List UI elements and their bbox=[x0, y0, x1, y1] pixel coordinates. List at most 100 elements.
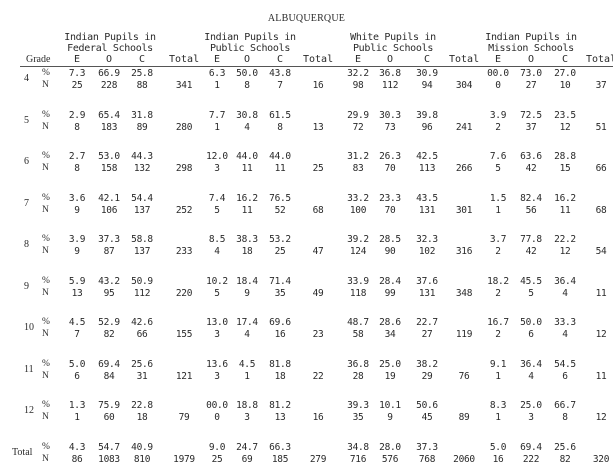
count-cell: 4 bbox=[562, 287, 568, 299]
count-cell: 60 bbox=[103, 412, 115, 423]
count-cell: 183 bbox=[100, 121, 118, 133]
grade-label: 8 bbox=[24, 239, 29, 250]
percent-cell: 30.8 bbox=[236, 109, 258, 121]
percent-label: % bbox=[42, 68, 50, 78]
percent-cell: 39.8 bbox=[416, 109, 438, 121]
percent-cell: 40.9 bbox=[131, 441, 153, 453]
total-cell: 341 bbox=[175, 80, 193, 91]
percent-cell: 18.4 bbox=[236, 275, 258, 287]
percent-label: % bbox=[42, 192, 50, 203]
total-cell: 316 bbox=[455, 246, 473, 257]
count-cell: 5 bbox=[495, 163, 501, 174]
total-cell: 233 bbox=[175, 246, 193, 257]
total-cell: 12 bbox=[595, 412, 607, 423]
percent-cell: 7.7 bbox=[208, 109, 226, 121]
percent-cell: 50.9 bbox=[131, 275, 153, 287]
group-header: White Pupils in Public Schools bbox=[333, 32, 453, 54]
percent-cell: 25.0 bbox=[379, 358, 401, 370]
count-cell: 13 bbox=[71, 287, 83, 299]
count-cell: 100 bbox=[349, 204, 367, 216]
count-cell: 576 bbox=[381, 453, 399, 465]
percent-cell: 54.4 bbox=[131, 192, 153, 204]
percent-cell: 72.5 bbox=[520, 109, 542, 121]
percent-cell: 65.4 bbox=[98, 109, 120, 121]
group-header: Indian Pupils in Federal Schools bbox=[50, 32, 170, 54]
count-cell: 70 bbox=[384, 163, 396, 174]
count-cell: 13 bbox=[274, 412, 286, 423]
grade-label: 10 bbox=[24, 322, 34, 333]
percent-cell: 31.2 bbox=[347, 151, 369, 162]
count-cell: 1 bbox=[495, 412, 501, 423]
percent-cell: 18.2 bbox=[487, 275, 509, 287]
percent-cell: 23.3 bbox=[379, 192, 401, 204]
count-cell: 73 bbox=[384, 121, 396, 133]
percent-cell: 28.8 bbox=[554, 151, 576, 162]
total-cell: 301 bbox=[455, 204, 473, 216]
percent-cell: 23.5 bbox=[554, 109, 576, 121]
count-cell: 29 bbox=[421, 370, 433, 382]
count-cell: 810 bbox=[133, 453, 151, 465]
count-cell: 112 bbox=[133, 287, 151, 299]
count-cell: 4 bbox=[244, 329, 250, 340]
count-cell: 84 bbox=[103, 370, 115, 382]
count-cell: 9 bbox=[244, 287, 250, 299]
count-cell: 3 bbox=[528, 412, 534, 423]
group-header-line1: White Pupils in bbox=[350, 32, 436, 43]
total-cell: 25 bbox=[312, 163, 324, 174]
count-cell: 11 bbox=[241, 204, 253, 216]
count-cell: 9 bbox=[74, 246, 80, 257]
count-label: N bbox=[42, 370, 49, 381]
percent-cell: 58.8 bbox=[131, 234, 153, 245]
count-cell: 3 bbox=[214, 370, 220, 382]
count-label: N bbox=[42, 121, 49, 132]
percent-cell: 7.4 bbox=[208, 192, 226, 204]
total-cell: 266 bbox=[455, 163, 473, 174]
grade-label: 4 bbox=[24, 73, 29, 84]
count-cell: 89 bbox=[136, 121, 148, 133]
count-cell: 8 bbox=[277, 121, 283, 133]
total-cell: 22 bbox=[312, 370, 324, 382]
percent-cell: 16.2 bbox=[236, 192, 258, 204]
count-cell: 1083 bbox=[98, 453, 120, 465]
percent-cell: 16.2 bbox=[554, 192, 576, 204]
total-cell: 16 bbox=[312, 412, 324, 423]
percent-cell: 48.7 bbox=[347, 317, 369, 328]
total-cell: 47 bbox=[312, 246, 324, 257]
count-cell: 228 bbox=[100, 80, 118, 91]
percent-cell: 4.3 bbox=[68, 441, 86, 453]
count-cell: 9 bbox=[74, 204, 80, 216]
total-cell: 298 bbox=[175, 163, 193, 174]
count-cell: 716 bbox=[349, 453, 367, 465]
percent-cell: 66.3 bbox=[269, 441, 291, 453]
percent-cell: 5.9 bbox=[68, 275, 86, 287]
percent-cell: 9.1 bbox=[489, 358, 507, 370]
total-cell: 13 bbox=[312, 121, 324, 133]
percent-cell: 4.5 bbox=[68, 317, 86, 328]
count-cell: 3 bbox=[244, 412, 250, 423]
count-cell: 52 bbox=[274, 204, 286, 216]
count-cell: 28 bbox=[352, 370, 364, 382]
header-rule bbox=[20, 66, 613, 67]
count-cell: 86 bbox=[71, 453, 83, 465]
count-cell: 18 bbox=[136, 412, 148, 423]
percent-cell: 4.5 bbox=[238, 358, 256, 370]
percent-cell: 26.3 bbox=[379, 151, 401, 162]
percent-cell: 37.3 bbox=[98, 234, 120, 245]
count-cell: 82 bbox=[103, 329, 115, 340]
count-label: N bbox=[42, 163, 49, 173]
group-header-line2: Federal Schools bbox=[67, 43, 153, 54]
count-cell: 72 bbox=[352, 121, 364, 133]
percent-cell: 53.0 bbox=[98, 151, 120, 162]
percent-cell: 28.0 bbox=[379, 441, 401, 453]
grade-label: 5 bbox=[24, 114, 29, 126]
count-cell: 131 bbox=[418, 287, 436, 299]
percent-cell: 28.5 bbox=[379, 234, 401, 245]
count-cell: 18 bbox=[241, 246, 253, 257]
group-header-line1: Indian Pupils in bbox=[485, 32, 577, 43]
count-cell: 96 bbox=[421, 121, 433, 133]
percent-cell: 63.6 bbox=[520, 151, 542, 162]
percent-cell: 50.0 bbox=[520, 317, 542, 328]
count-cell: 8 bbox=[244, 80, 250, 91]
percent-cell: 00.0 bbox=[487, 68, 509, 79]
column-header: E bbox=[213, 54, 221, 65]
